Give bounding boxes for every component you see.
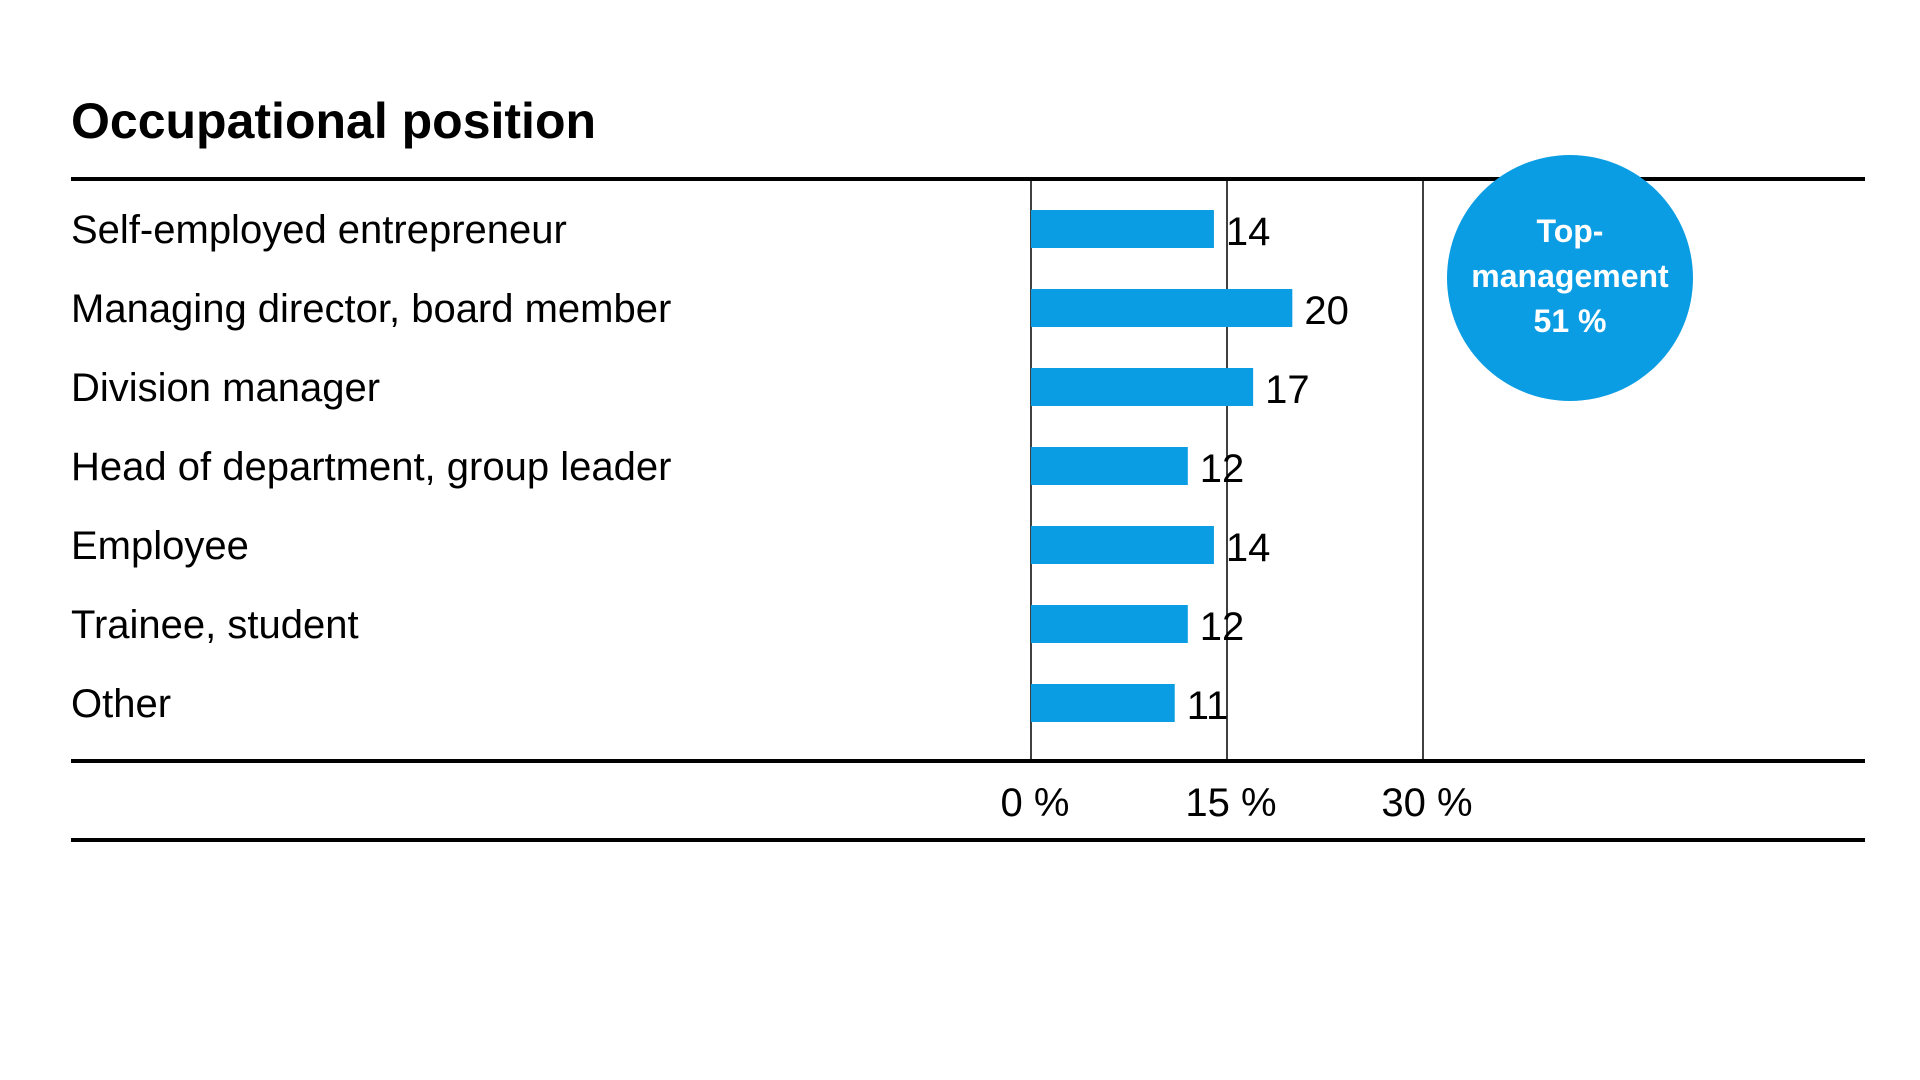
category-label: Division manager — [71, 366, 380, 410]
value-label: 17 — [1265, 368, 1310, 412]
value-label: 20 — [1304, 289, 1349, 333]
value-label: 12 — [1200, 447, 1245, 491]
category-label: Other — [71, 682, 171, 726]
badge-line-2: management — [1471, 258, 1669, 294]
category-label: Trainee, student — [71, 603, 359, 647]
bar — [1031, 447, 1188, 485]
value-label: 14 — [1226, 526, 1271, 570]
bar — [1031, 526, 1214, 564]
bar — [1031, 289, 1293, 327]
badge-circle — [1447, 155, 1693, 401]
labels: 0 % 15 % 30 % Self-employed entrepreneur 14 M… — [71, 208, 1473, 825]
x-tick-label: 15 % — [1185, 781, 1276, 825]
top-management-badge: Top- management 51 % — [1447, 155, 1693, 401]
bar — [1031, 368, 1254, 406]
value-label: 14 — [1226, 210, 1271, 254]
badge-line-3: 51 % — [1534, 303, 1607, 339]
category-label: Employee — [71, 524, 249, 568]
value-label: 11 — [1187, 684, 1229, 728]
badge-line-1: Top- — [1537, 213, 1604, 249]
bars — [1031, 210, 1293, 722]
category-label: Self-employed entrepreneur — [71, 208, 567, 252]
value-label: 12 — [1200, 605, 1245, 649]
category-label: Head of department, group leader — [71, 445, 671, 489]
bar — [1031, 684, 1175, 722]
chart-title: Occupational position — [71, 93, 597, 149]
bar — [1031, 605, 1188, 643]
category-label: Managing director, board member — [71, 287, 671, 331]
bar — [1031, 210, 1214, 248]
x-tick-label: 30 % — [1381, 781, 1472, 825]
x-tick-label: 0 % — [1001, 781, 1070, 825]
